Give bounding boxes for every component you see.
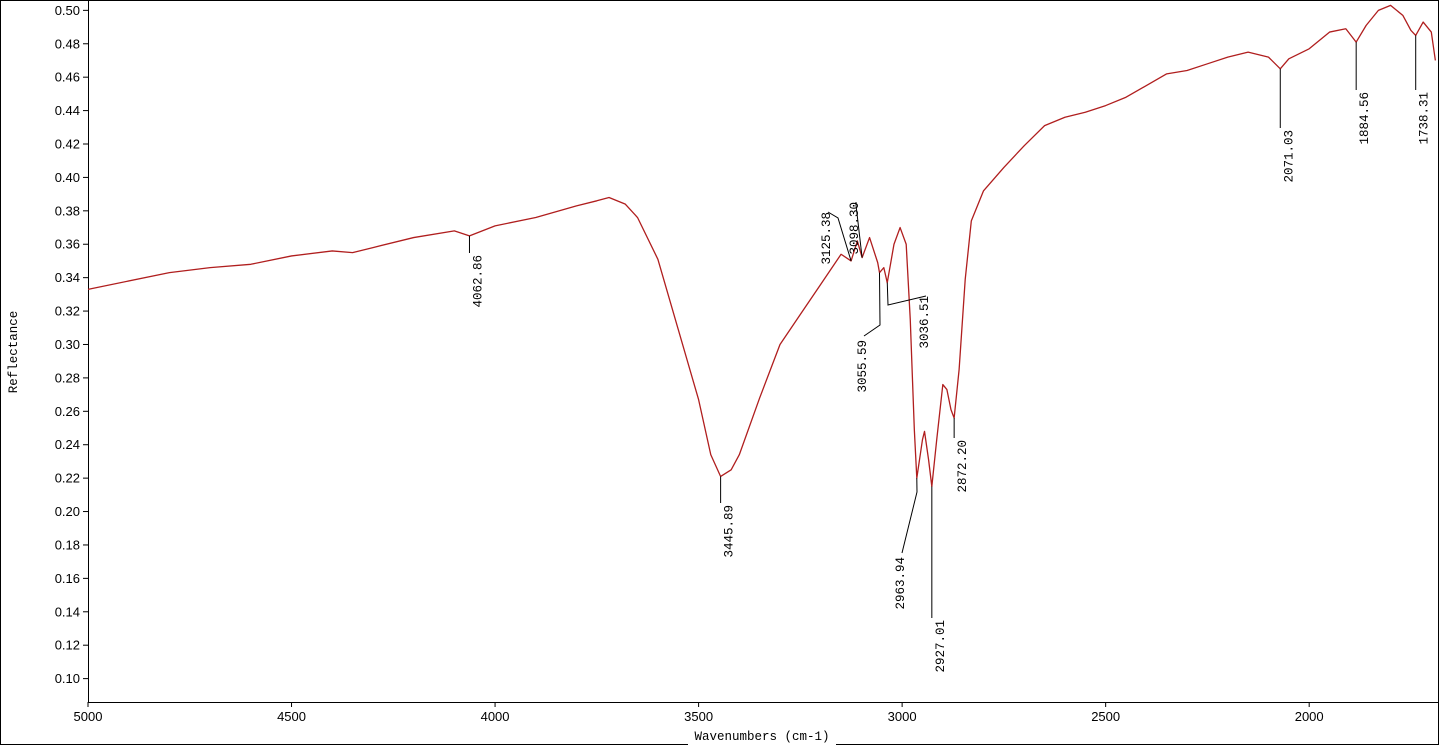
y-tick-label: 0.48 (55, 36, 80, 51)
peak-leader (901, 478, 918, 554)
y-tick-label: 0.42 (55, 137, 80, 152)
peak-label: 4062.86 (471, 255, 485, 308)
x-label-bg (688, 728, 836, 745)
y-tick-label: 0.40 (55, 170, 80, 185)
peak-label: 2872.20 (956, 440, 970, 493)
x-tick-label: 4000 (481, 709, 510, 724)
x-tick-label: 3000 (888, 709, 917, 724)
y-tick-label: 0.26 (55, 404, 80, 419)
y-tick-label: 0.24 (55, 437, 80, 452)
x-tick-label: 4500 (277, 709, 306, 724)
peak-label: 2963.94 (894, 557, 908, 610)
x-tick-label: 2000 (1295, 709, 1324, 724)
peak-label: 3055.59 (856, 340, 870, 393)
peak-label: 3036.51 (918, 296, 932, 349)
y-tick-label: 0.30 (55, 337, 80, 352)
y-tick-label: 0.10 (55, 671, 80, 686)
peak-leader (863, 272, 881, 337)
y-tick-label: 0.16 (55, 571, 80, 586)
peak-label: 2927.01 (934, 620, 948, 673)
y-tick-label: 0.18 (55, 537, 80, 552)
y-tick-label: 0.28 (55, 370, 80, 385)
peak-leader (886, 282, 927, 306)
x-tick-label: 3500 (684, 709, 713, 724)
y-axis-title: Reflectance (7, 311, 21, 394)
x-axis-title: Wavenumbers (cm-1) (694, 730, 829, 744)
peak-label: 3125.38 (820, 212, 834, 265)
y-tick-label: 0.50 (55, 3, 80, 18)
peak-leader (827, 211, 852, 262)
y-tick-label: 0.32 (55, 304, 80, 319)
y-tick-label: 0.34 (55, 270, 80, 285)
spectrum-line (87, 4, 1437, 488)
y-tick-label: 0.36 (55, 237, 80, 252)
peak-label: 2071.03 (1282, 130, 1296, 183)
y-tick-label: 0.38 (55, 203, 80, 218)
y-tick-label: 0.14 (55, 604, 80, 619)
y-tick-label: 0.46 (55, 70, 80, 85)
x-tick-label: 2500 (1091, 709, 1120, 724)
peak-label: 1738.31 (1418, 92, 1432, 145)
y-tick-label: 0.44 (55, 103, 80, 118)
peak-label: 3445.89 (723, 505, 737, 558)
peak-label: 3098.30 (848, 202, 862, 255)
x-tick-label: 5000 (74, 709, 103, 724)
peak-label: 1884.56 (1358, 92, 1372, 145)
y-tick-label: 0.12 (55, 638, 80, 653)
y-tick-label: 0.20 (55, 504, 80, 519)
peak-leader (855, 202, 863, 258)
y-tick-label: 0.22 (55, 471, 80, 486)
